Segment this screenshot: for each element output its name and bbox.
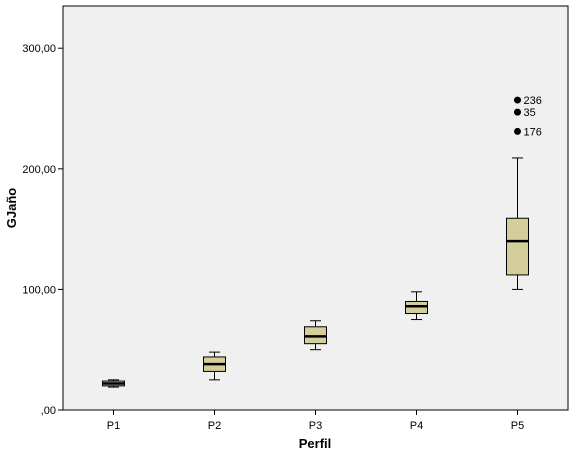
x-axis: P1 P2 P3 P4 P5	[107, 410, 524, 432]
y-tick-label: 100,00	[22, 284, 56, 296]
x-axis-title: Perfil	[299, 436, 332, 451]
outlier-label: 236	[524, 95, 542, 107]
outlier-point	[514, 108, 521, 116]
y-tick-label: ,00	[41, 405, 56, 417]
y-tick-label: 300,00	[22, 43, 56, 55]
box-p1	[102, 379, 125, 388]
x-tick-label: P4	[410, 420, 423, 432]
box-iqr	[506, 217, 529, 276]
x-tick-label: P3	[309, 420, 322, 432]
x-tick-label: P2	[208, 420, 221, 432]
y-axis: ,00 100,00 200,00 300,00	[22, 43, 63, 417]
y-axis-title: GJaño	[4, 188, 19, 229]
y-tick-label: 200,00	[22, 164, 56, 176]
outlier-point	[514, 127, 521, 135]
x-tick-label: P5	[511, 420, 524, 432]
x-tick-label: P1	[107, 420, 120, 432]
box-p4	[405, 291, 428, 321]
box-p3	[304, 320, 327, 351]
outlier-point	[514, 96, 521, 104]
outlier-label: 35	[524, 107, 536, 119]
box-p2	[203, 351, 226, 381]
outlier-label: 176	[524, 126, 542, 138]
